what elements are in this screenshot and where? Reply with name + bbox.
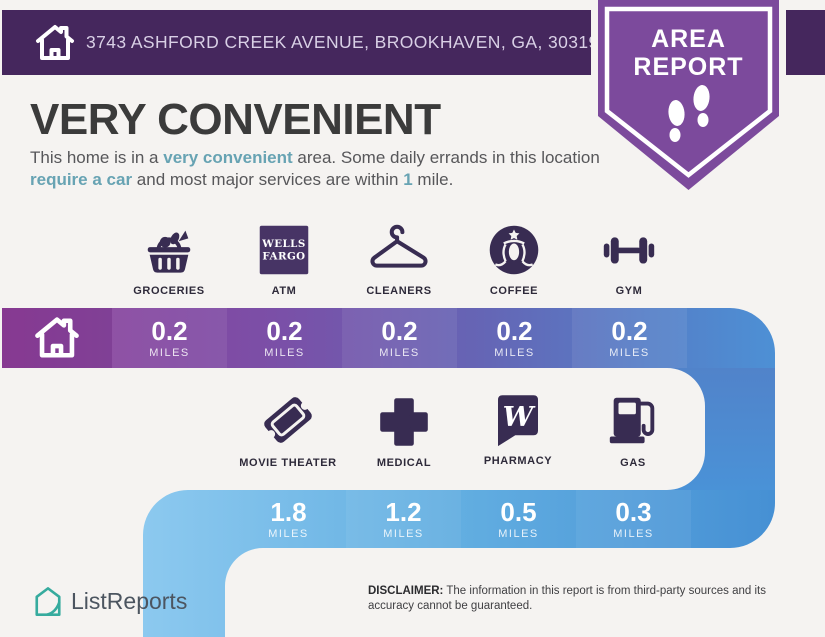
starbucks-logo — [489, 225, 539, 275]
distance-unit: MILES — [268, 527, 309, 540]
property-address: 3743 ASHFORD CREEK AVENUE, BROOKHAVEN, G… — [86, 32, 599, 52]
distance-cell: 1.8 MILES — [231, 490, 346, 548]
shade-r1c3 — [342, 308, 457, 368]
shade-r2c4 — [576, 490, 691, 548]
poi-label: MOVIE THEATER — [239, 457, 337, 469]
svg-text:W: W — [503, 401, 536, 433]
poi-movie-theater: MOVIE THEATER — [223, 392, 353, 469]
distance-cell: 0.2 MILES — [457, 308, 572, 368]
poi-label: PHARMACY — [483, 455, 553, 467]
distance-value: 1.2 — [385, 496, 422, 527]
shade-r1c1 — [112, 308, 227, 368]
medical-cross-icon — [380, 398, 428, 446]
distance-value: 0.5 — [500, 496, 537, 527]
poi-label: GROCERIES — [133, 285, 205, 297]
page-title: VERY CONVENIENT — [30, 95, 441, 144]
poi-medical: MEDICAL — [339, 392, 469, 469]
poi-label: COFFEE — [489, 285, 539, 297]
home-icon — [35, 317, 79, 358]
poi-pharmacy: W PHARMACY — [453, 390, 583, 467]
summary-highlight-car: require a car — [30, 170, 133, 190]
badge-inner-border — [604, 6, 773, 178]
distance-value: 0.3 — [615, 496, 652, 527]
distance-unit: MILES — [613, 527, 654, 540]
summary-part2: area. Some daily errands in this locatio… — [292, 148, 600, 167]
hanger-icon — [370, 224, 428, 268]
summary-part3: and most major services are within — [132, 170, 404, 190]
svg-text:FARGO: FARGO — [262, 250, 305, 262]
distance-cell: 1.2 MILES — [346, 490, 461, 548]
area-report-badge: AREA REPORT — [591, 0, 786, 198]
distance-value: 0.2 — [266, 315, 303, 346]
gas-pump-icon — [609, 397, 655, 444]
disclaimer-label: DISCLAIMER: — [368, 585, 444, 597]
poi-label: ATM — [271, 285, 297, 297]
distance-unit: MILES — [379, 346, 420, 359]
distance-cell: 0.3 MILES — [576, 490, 691, 548]
poi-gas: GAS — [568, 392, 698, 469]
summary-paragraph: This home is in a very convenient area. … — [30, 147, 605, 191]
dumbbell-icon — [603, 237, 655, 264]
distance-cell: 0.2 MILES — [572, 308, 687, 368]
groceries-basket-icon — [147, 230, 191, 273]
listreports-logo — [35, 587, 61, 616]
ticket-icon — [264, 397, 312, 443]
disclaimer: DISCLAIMER: The information in this repo… — [368, 584, 813, 614]
poi-groceries: GROCERIES — [104, 220, 234, 297]
badge-line2: REPORT — [633, 53, 743, 81]
bar-row1 — [2, 308, 775, 368]
disclaimer-text: The information in this report is from t… — [368, 585, 766, 612]
poi-label: GYM — [615, 285, 643, 297]
walgreens-logo: W — [498, 395, 538, 447]
poi-cleaners: CLEANERS — [334, 220, 464, 297]
distance-value: 0.2 — [611, 315, 648, 346]
distance-cell: 0.2 MILES — [112, 308, 227, 368]
summary-part1: This home is in a — [30, 148, 164, 167]
summary-part4: mile. — [412, 170, 454, 190]
bar-connector — [667, 368, 775, 490]
distance-unit: MILES — [498, 527, 539, 540]
poi-coffee: COFFEE — [449, 220, 579, 297]
distance-value: 0.2 — [496, 315, 533, 346]
listreports-brand: ListReports — [33, 585, 187, 618]
footprints-icon — [668, 85, 710, 142]
distance-value: 0.2 — [381, 315, 418, 346]
distance-value: 0.2 — [151, 315, 188, 346]
distance-unit: MILES — [609, 346, 650, 359]
distance-unit: MILES — [383, 527, 424, 540]
poi-label: CLEANERS — [366, 285, 432, 297]
distance-unit: MILES — [264, 346, 305, 359]
poi-gym: GYM — [564, 220, 694, 297]
distance-unit: MILES — [149, 346, 190, 359]
distance-cell: 0.2 MILES — [342, 308, 457, 368]
poi-label: GAS — [620, 457, 646, 469]
poi-label: MEDICAL — [376, 457, 432, 469]
shade-r2c2 — [346, 490, 461, 548]
home-icon — [36, 25, 74, 60]
shade-r1c5 — [572, 308, 687, 368]
home-start-cell — [2, 308, 112, 368]
summary-highlight-mile: 1 — [403, 170, 413, 190]
summary-highlight-convenient: very convenient — [163, 148, 293, 167]
wells-fargo-logo: WELLS FARGO — [259, 225, 309, 275]
distance-cell: 0.5 MILES — [461, 490, 576, 548]
distance-unit: MILES — [494, 346, 535, 359]
badge-line1: AREA — [651, 25, 726, 53]
distance-value: 1.8 — [270, 496, 307, 527]
brand-name: ListReports — [71, 588, 188, 614]
svg-text:WELLS: WELLS — [261, 238, 305, 250]
bar-row2-and-strip — [143, 490, 775, 637]
poi-atm: WELLS FARGO ATM — [219, 220, 349, 297]
badge-shape — [598, 0, 779, 190]
distance-cell: 0.2 MILES — [227, 308, 342, 368]
